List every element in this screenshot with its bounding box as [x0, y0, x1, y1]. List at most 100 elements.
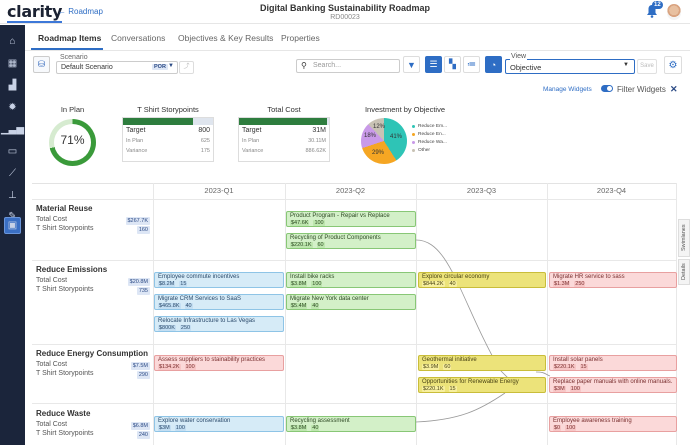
sp-pill: 240 [136, 431, 150, 439]
roadmap-item-card[interactable]: Migrate HR service to sass $1.3M 250 [549, 272, 677, 288]
roadmap-item-card[interactable]: Recycling assessment $3.8M 40 [286, 416, 416, 432]
clarity-logo[interactable]: clarity [7, 2, 63, 23]
roadmap-item-card[interactable]: Employee awareness training $0 100 [549, 416, 677, 432]
manage-widgets-link[interactable]: Manage Widgets [543, 86, 592, 93]
divider [285, 183, 286, 445]
in-plan-value: 625 [200, 138, 210, 144]
portfolio-icon[interactable]: ▟ [8, 80, 17, 91]
storypoints-title: T Shirt Storypoints [137, 105, 199, 114]
filter-button[interactable]: ▼ [403, 56, 420, 73]
active-tab-indicator [31, 48, 103, 50]
save-button[interactable]: Save [637, 59, 657, 74]
cost-pill: $267.7K [125, 217, 150, 225]
close-icon[interactable]: ✕ [670, 84, 678, 94]
roadmap-item-card[interactable]: Replace paper manuals with online manual… [549, 377, 677, 393]
lane-cost-row: Total Cost $267.7K [36, 216, 150, 225]
quarter-header: 2023-Q2 [335, 186, 366, 195]
roadmap-item-card[interactable]: Migrate CRM Services to SaaS $465.8K 40 [154, 294, 284, 310]
trend-chart-icon[interactable]: ⟋ [9, 168, 16, 179]
swimlanes-side-tab[interactable]: Swimlanes [678, 219, 690, 257]
left-nav-sidebar: ⌂ ▦ ▟ ✹ ▁▃▅ ▭ ⟋ ⊥ ✎ ▣ [0, 25, 25, 445]
search-input[interactable]: Search... [296, 59, 400, 73]
target-label: Target [242, 127, 262, 134]
legend-item: Reduce En... [412, 130, 447, 138]
chevron-down-icon[interactable]: ▼ [168, 63, 174, 69]
scenario-database-icon[interactable]: ⛁ [33, 56, 50, 73]
tab-objectives-key-results[interactable]: Objectives & Key Results [178, 33, 274, 43]
roadmap-icon[interactable]: ▣ [4, 217, 21, 234]
storypoints-progress-bar [123, 118, 213, 125]
filter-icon: ▼ [407, 59, 416, 70]
total-cost-title: Total Cost [267, 105, 301, 114]
pie-label: 29% [372, 150, 385, 156]
scenario-por-badge: POR [152, 64, 168, 70]
ideas-bulb-icon[interactable]: ✹ [8, 102, 17, 113]
lane-title[interactable]: Reduce Waste [36, 409, 91, 418]
board-view-button[interactable]: ▚ [444, 56, 461, 73]
widgets-toggle-button[interactable]: ◔ [485, 56, 502, 73]
org-hierarchy-icon[interactable]: ⊥ [8, 190, 17, 201]
lane-title[interactable]: Reduce Emissions [36, 265, 108, 274]
clipboard-edit-icon[interactable]: ✎ [4, 208, 21, 225]
roadmap-item-card[interactable]: Opportunities for Renewable Energy $220.1… [418, 377, 546, 393]
dashboard-grid-icon[interactable]: ▦ [7, 58, 18, 69]
details-side-tab[interactable]: Details [678, 259, 690, 285]
roadmap-item-card[interactable]: Explore water conservation $3M 100 [154, 416, 284, 432]
lane-cost-row: Total Cost $6.8M [36, 421, 150, 430]
roadmap-item-card[interactable]: Install bike racks $3.8M 100 [286, 272, 416, 288]
legend-item: Other [412, 146, 447, 154]
lane-title[interactable]: Material Reuse [36, 204, 93, 213]
user-avatar[interactable] [667, 4, 681, 20]
legend-item: Reduce Wa... [412, 138, 447, 146]
list-view-button[interactable]: ≔ [463, 56, 480, 73]
gear-icon: ⚙ [668, 59, 678, 71]
reports-bar-icon[interactable]: ▁▃▅ [0, 124, 25, 135]
chevron-down-icon[interactable]: ▼ [623, 62, 629, 68]
lane-cost-row: Total Cost $20.8M [36, 277, 150, 286]
tab-roadmap-items[interactable]: Roadmap Items [38, 33, 102, 43]
cost-pill: $6.8M [130, 422, 150, 430]
lane-sp-row: T Shirt Storypoints 735 [36, 286, 150, 295]
in-plan-label: In Plan [242, 138, 260, 144]
divider [32, 199, 676, 200]
investment-title: Investment by Objective [364, 105, 446, 114]
timeline-view-button[interactable]: ☰ [425, 56, 442, 73]
roadmap-item-card[interactable]: Employee commute incentives $8.2M 15 [154, 272, 284, 288]
roadmap-item-card[interactable]: Product Program - Repair vs Replace $47.6… [286, 211, 416, 227]
quarter-header: 2023-Q4 [596, 186, 627, 195]
board-icon: ▚ [449, 59, 456, 69]
tab-properties[interactable]: Properties [281, 33, 320, 43]
roadmap-item-card[interactable]: Relocate Infrastructure to Las Vegas $800… [154, 316, 284, 332]
settings-button[interactable]: ⚙ [664, 56, 682, 74]
variance-value: 886.62K [305, 148, 327, 154]
roadmap-item-card[interactable]: Geothermal initiative $3.9M 60 [418, 355, 546, 371]
total-cost-widget: Target 31M In Plan 30.11M Variance 886.62K [238, 117, 330, 162]
lane-title[interactable]: Reduce Energy Consumption [36, 349, 149, 358]
lane-cost-row: Total Cost $7.5M [36, 361, 150, 370]
roadmap-item-card[interactable]: Install solar panels $220.1K 15 [549, 355, 677, 371]
roadmap-item-card[interactable]: Explore circular economy $844.2K 40 [418, 272, 546, 288]
timeline-bars-icon: ☰ [429, 59, 438, 69]
sp-pill: 735 [136, 287, 150, 295]
back-to-roadmap-link[interactable]: ← Roadmap [58, 7, 103, 16]
home-icon[interactable]: ⌂ [9, 36, 16, 47]
legend-item: Reduce Em... [412, 122, 447, 130]
view-select[interactable]: Objective [505, 59, 635, 74]
roadmap-item-card[interactable]: Migrate New York data center $5.4M 40 [286, 294, 416, 310]
pie-label: 18% [364, 133, 377, 139]
roadmap-item-card[interactable]: Assess suppliers to stainability practic… [154, 355, 284, 371]
pie-legend: Reduce Em... Reduce En... Reduce Wa... O… [412, 122, 447, 154]
roadmap-item-card[interactable]: Recycling of Product Components $220.1K 60 [286, 233, 416, 249]
sp-pill: 160 [136, 226, 150, 234]
scenario-select[interactable]: Default Scenario [56, 61, 178, 74]
tab-conversations[interactable]: Conversations [111, 33, 166, 43]
in-plan-ring-gauge [49, 119, 96, 166]
scenario-action-button[interactable]: ⤴ [179, 61, 194, 74]
variance-label: Variance [242, 148, 264, 154]
filter-widgets-toggle[interactable] [601, 85, 613, 92]
pie-chart-icon: ◔ [490, 59, 497, 70]
variance-value: 175 [200, 148, 210, 154]
divider [676, 183, 677, 445]
presentation-icon[interactable]: ▭ [7, 146, 18, 157]
variance-label: Variance [126, 148, 148, 154]
